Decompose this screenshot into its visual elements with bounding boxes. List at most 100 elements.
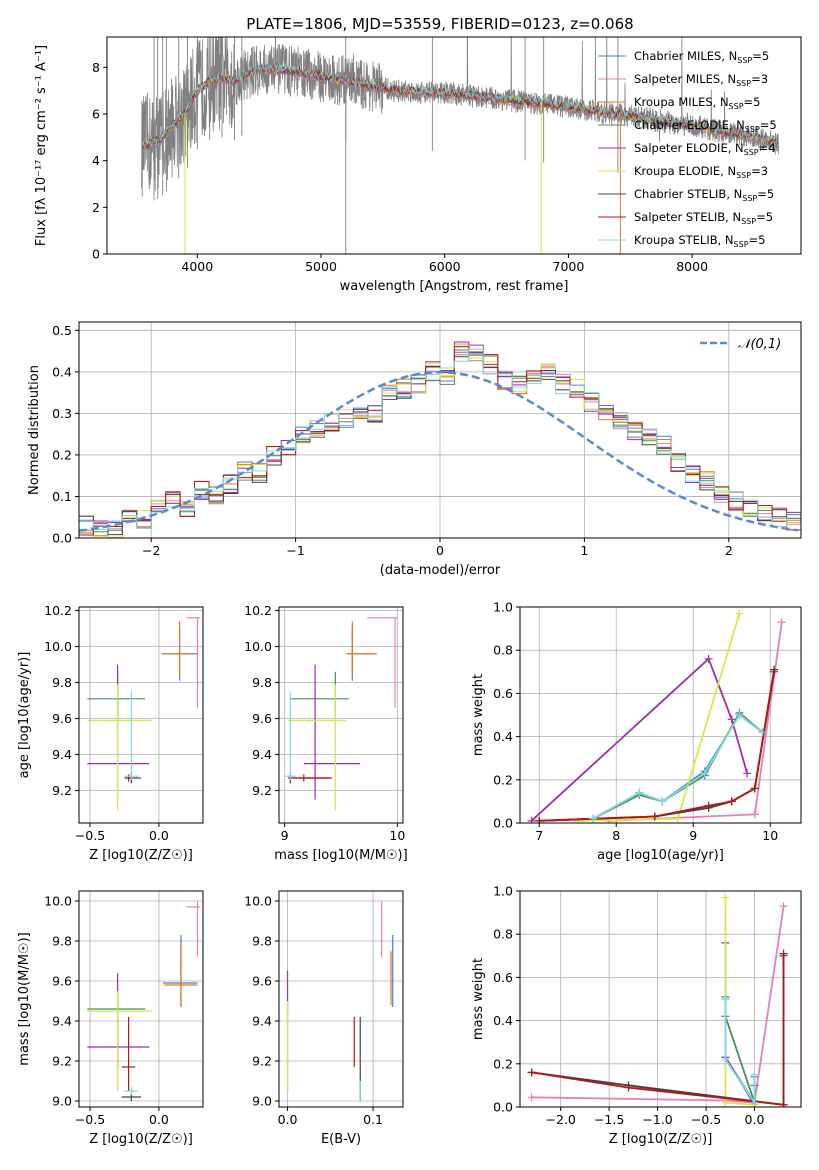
axes-frame (278, 890, 404, 1108)
x-tick-label: 0.0 (278, 1112, 298, 1127)
legend-sub: SSP (736, 79, 751, 88)
x-tick-label: 7 (535, 828, 543, 843)
mass-weight-marker (779, 951, 788, 960)
legend-name: Salpeter ELODIE, N (634, 141, 744, 155)
y-tick-label: 9.6 (252, 711, 272, 726)
errorbar-point-7 (292, 774, 332, 782)
legend-entry: Kroupa MILES, NSSP=5 (634, 95, 760, 111)
x-axis-label: wavelength [Angstrom, rest frame] (340, 279, 569, 294)
y-tick-label: 9.4 (252, 747, 272, 762)
y-tick-label: 9.2 (252, 1054, 272, 1069)
x-axis-label: (data-model)/error (380, 563, 501, 578)
y-tick-label: 0.2 (493, 772, 513, 787)
mass-weight-marker (735, 609, 744, 618)
errorbar-point-4 (87, 973, 150, 1067)
mass-weight-marker (589, 814, 598, 823)
y-tick-label: 0.0 (52, 531, 72, 546)
plot-area (87, 901, 201, 1101)
axes-frame (519, 606, 802, 824)
legend-tail: =5 (744, 95, 761, 109)
histogram-3 (79, 349, 801, 533)
legend-entry: Chabrier MILES, NSSP=5 (634, 49, 769, 65)
x-tick-label: 0.1 (363, 1112, 383, 1127)
y-tick-label: 4 (92, 153, 100, 168)
x-axis-label: mass [log10(M/M☉)] (274, 848, 407, 863)
errorbar-point-8 (124, 691, 139, 780)
axes-frame (78, 606, 204, 824)
y-tick-label: 1.0 (493, 600, 513, 615)
mass-weight-line-1 (608, 621, 783, 822)
errorbar-point-1 (186, 901, 201, 957)
chart-mass_vs_Z: −0.5 0.0 9.0 9.2 9.4 9.6 9.8 10.0 Z [log10(Z/Z☉)… (17, 890, 204, 1147)
chart-age_vs_mass: 9 10 9.2 9.4 9.6 9.8 10.0 10.2 mass [log10(M/M☉)… (244, 603, 408, 863)
legend-name: Kroupa STELIB, N (634, 233, 734, 247)
y-tick-label: 0.8 (493, 927, 513, 942)
legend-tail: =4 (759, 141, 776, 155)
y-tick-label: 0.4 (493, 1013, 513, 1028)
errorbar-point-0 (163, 935, 198, 1007)
y-tick-label: 10.0 (44, 894, 72, 909)
mass-weight-marker (727, 715, 736, 724)
plot-area (141, 37, 779, 254)
x-tick-label: 10 (389, 828, 405, 843)
legend-sub: SSP (734, 240, 749, 249)
errorbar-point-7 (121, 1017, 136, 1091)
errorbar-point-5 (87, 991, 153, 1091)
legend-normal-label: 𝒩(0,1) (738, 337, 781, 352)
mass-weight-line-3 (592, 711, 764, 820)
x-tick-label: −1.5 (594, 1112, 624, 1127)
x-tick-label: 1 (580, 543, 588, 558)
figure-title: PLATE=1806, MJD=53559, FIBERID=0123, z=0… (246, 15, 633, 33)
legend-entry: Salpeter STELIB, NSSP=5 (634, 210, 773, 226)
mass-weight-marker (777, 618, 786, 627)
legend-name: Kroupa ELODIE, N (634, 164, 736, 178)
y-tick-label: 9.2 (52, 1054, 72, 1069)
x-tick-label: 4000 (181, 259, 213, 274)
x-tick-label: 0.0 (149, 1112, 169, 1127)
plots-layer: 4000 5000 6000 7000 8000 0 2 4 6 8 wavelength [Ang… (17, 36, 802, 1147)
y-tick-label: 9.8 (252, 675, 272, 690)
x-tick-label: 0.0 (745, 1112, 765, 1127)
y-tick-label: 9.0 (252, 1094, 272, 1109)
x-tick-label: 8 (612, 828, 620, 843)
histogram-2 (79, 354, 801, 538)
errorbar-point-8 (124, 1087, 139, 1095)
chart-mass_vs_EBV: 0.0 0.1 9.0 9.2 9.4 9.6 9.8 10.0 E(B-V) (244, 890, 404, 1147)
x-tick-label: 2 (725, 543, 733, 558)
mass-weight-marker (700, 769, 709, 778)
mass-weight-marker (721, 1055, 730, 1064)
errorbar-point-8 (284, 691, 296, 780)
legend-tail: =5 (749, 233, 766, 247)
plot-area (527, 893, 788, 1107)
y-tick-label: 0.4 (493, 729, 513, 744)
x-tick-label: −0.5 (75, 1112, 105, 1127)
y-tick-label: 0.3 (52, 406, 72, 421)
mass-weight-line-5 (577, 613, 741, 822)
y-tick-label: 10.0 (244, 639, 272, 654)
axes-frame (519, 890, 802, 1108)
y-tick-label: 8 (92, 60, 100, 75)
mass-weight-marker (770, 667, 779, 676)
mass-weight-marker (624, 1083, 633, 1092)
mass-weight-line-8 (724, 999, 756, 1106)
x-tick-label: −0.5 (75, 828, 105, 843)
x-tick-label: 5000 (305, 259, 337, 274)
y-tick-label: 6 (92, 107, 100, 122)
mass-weight-marker (721, 893, 730, 902)
mass-weight-marker (635, 788, 644, 797)
legend-name: Chabrier STELIB, N (634, 187, 742, 201)
legend-tail: =3 (751, 164, 768, 178)
y-tick-label: 0.1 (52, 489, 72, 504)
x-axis-label: Z [log10(Z/Z☉)] (89, 1132, 193, 1147)
errorbar-point-2 (163, 621, 197, 676)
errorbar-point-3 (87, 989, 146, 1089)
mass-weight-marker (750, 1070, 759, 1079)
mass-weight-line-4 (530, 657, 748, 822)
plot-area (284, 617, 398, 811)
legend-entry: Kroupa STELIB, NSSP=5 (634, 233, 765, 249)
legend-name: Kroupa MILES, N (634, 95, 729, 109)
x-axis-label: E(B-V) (321, 1132, 361, 1147)
legend-sub: SSP (744, 148, 759, 157)
chart-massweight_vs_Z: −2.0 −1.5 −1.0 −0.5 0.0 0.0 0.2 0.4 0.6 0.8 1.0 Z [… (471, 884, 802, 1147)
legend-tail: =5 (756, 210, 773, 224)
